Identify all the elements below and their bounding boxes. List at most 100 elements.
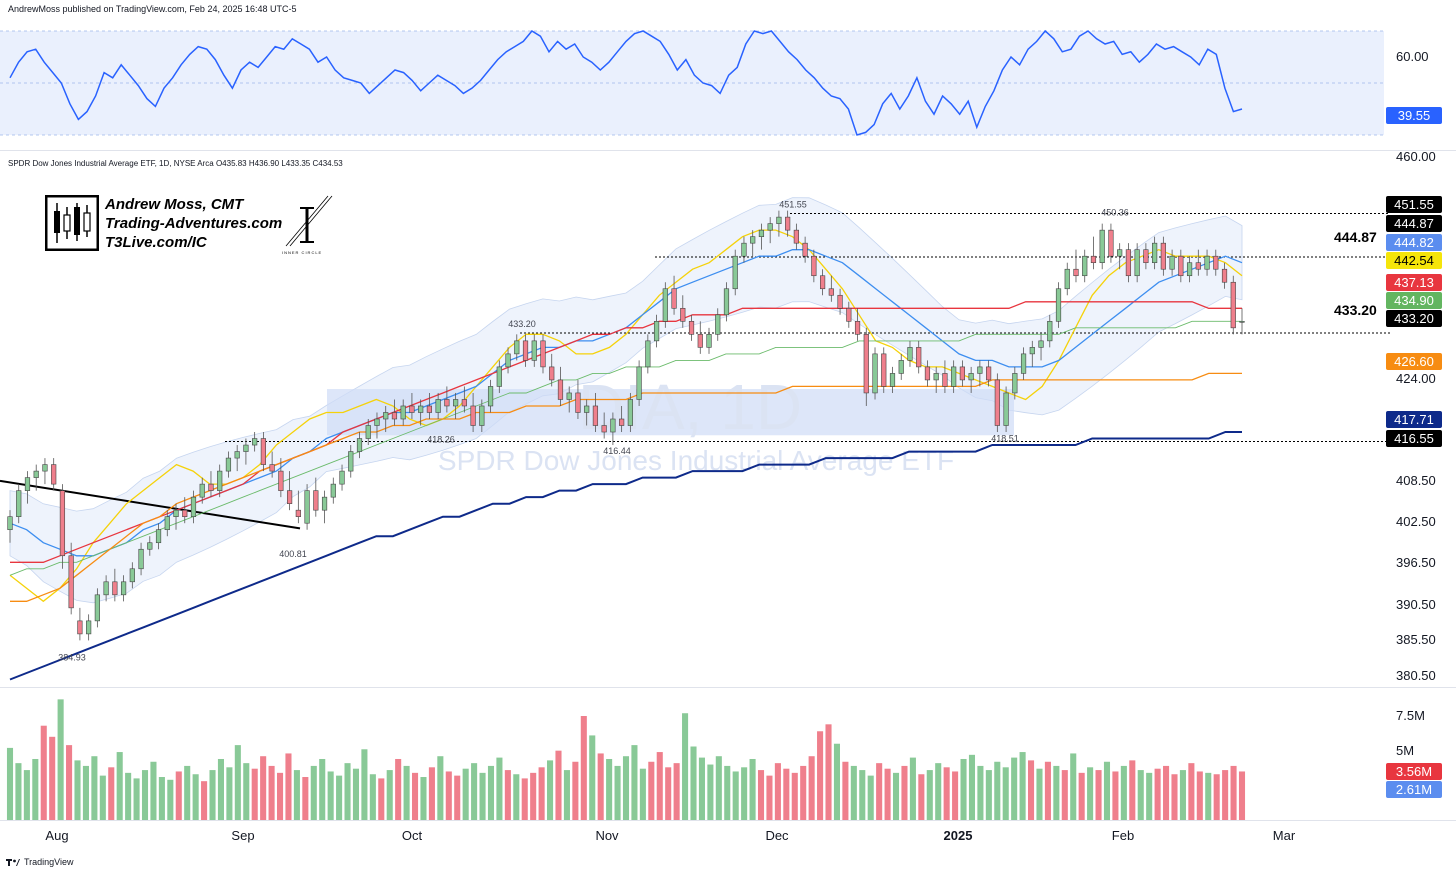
candle[interactable] bbox=[653, 314, 660, 348]
candle[interactable] bbox=[549, 353, 555, 387]
volume-bar[interactable] bbox=[960, 758, 967, 820]
candle[interactable] bbox=[243, 438, 249, 465]
volume-bar[interactable] bbox=[1188, 763, 1195, 820]
volume-bar[interactable] bbox=[1196, 771, 1203, 820]
volume-bar[interactable] bbox=[471, 763, 478, 820]
volume-bar[interactable] bbox=[783, 768, 790, 820]
volume-bar[interactable] bbox=[791, 772, 798, 820]
volume-bar[interactable] bbox=[614, 765, 621, 820]
candle[interactable] bbox=[182, 497, 188, 524]
candle[interactable] bbox=[313, 477, 319, 517]
candle[interactable] bbox=[487, 379, 494, 413]
volume-bar[interactable] bbox=[158, 777, 165, 820]
candle[interactable] bbox=[400, 399, 406, 426]
candle[interactable] bbox=[1117, 243, 1123, 270]
candle[interactable] bbox=[1178, 249, 1184, 283]
volume-bar[interactable] bbox=[580, 716, 587, 820]
candle[interactable] bbox=[592, 392, 599, 433]
trendline[interactable] bbox=[0, 479, 301, 530]
candle[interactable] bbox=[208, 471, 214, 498]
candle[interactable] bbox=[802, 236, 808, 263]
candle[interactable] bbox=[24, 471, 31, 504]
volume-bar[interactable] bbox=[108, 767, 115, 820]
candle[interactable] bbox=[916, 340, 922, 374]
volume-bar[interactable] bbox=[1061, 770, 1068, 820]
volume-bar[interactable] bbox=[243, 763, 250, 820]
candle[interactable] bbox=[252, 432, 258, 452]
candle[interactable] bbox=[287, 471, 293, 511]
candle[interactable] bbox=[1221, 262, 1228, 289]
volume-bar[interactable] bbox=[808, 756, 815, 820]
volume-bar[interactable] bbox=[268, 765, 275, 820]
candle[interactable] bbox=[383, 405, 389, 433]
volume-bar[interactable] bbox=[977, 765, 984, 820]
volume-bar[interactable] bbox=[513, 774, 520, 820]
volume-bar[interactable] bbox=[116, 752, 123, 820]
volume-bar[interactable] bbox=[1230, 765, 1237, 820]
candle[interactable] bbox=[1134, 243, 1140, 283]
candle[interactable] bbox=[435, 392, 441, 419]
candle[interactable] bbox=[697, 321, 703, 354]
candle[interactable] bbox=[1204, 249, 1210, 276]
candle[interactable] bbox=[715, 308, 721, 341]
candle[interactable] bbox=[234, 445, 240, 472]
candle[interactable] bbox=[1038, 334, 1044, 361]
candle[interactable] bbox=[837, 288, 843, 315]
volume-bar[interactable] bbox=[327, 771, 334, 820]
candle[interactable] bbox=[112, 568, 118, 602]
candle[interactable] bbox=[1082, 249, 1088, 283]
volume-bar[interactable] bbox=[1070, 753, 1077, 820]
volume-bar[interactable] bbox=[217, 758, 224, 820]
volume-bar[interactable] bbox=[462, 768, 469, 820]
candle[interactable] bbox=[514, 334, 520, 361]
volume-bar[interactable] bbox=[1112, 771, 1119, 820]
candle[interactable] bbox=[1239, 308, 1245, 335]
candle[interactable] bbox=[636, 360, 642, 406]
volume-bar[interactable] bbox=[639, 768, 646, 820]
candle[interactable] bbox=[1064, 262, 1070, 296]
volume-bar[interactable] bbox=[892, 772, 900, 820]
candle[interactable] bbox=[225, 451, 232, 478]
candle[interactable] bbox=[304, 484, 310, 530]
volume-bar[interactable] bbox=[209, 770, 216, 820]
volume-bar[interactable] bbox=[648, 761, 655, 820]
volume-bar[interactable] bbox=[1019, 752, 1026, 820]
volume-bar[interactable] bbox=[943, 767, 950, 820]
volume-bar[interactable] bbox=[884, 768, 891, 820]
volume-bar[interactable] bbox=[538, 767, 545, 820]
candle[interactable] bbox=[7, 510, 13, 543]
volume-bar[interactable] bbox=[757, 770, 765, 820]
candle[interactable] bbox=[610, 412, 616, 446]
volume-bar[interactable] bbox=[184, 765, 191, 820]
volume-bar[interactable] bbox=[403, 765, 410, 820]
volume-bar[interactable] bbox=[66, 745, 73, 820]
volume-bar[interactable] bbox=[1036, 768, 1043, 820]
candle[interactable] bbox=[671, 275, 677, 315]
volume-bar[interactable] bbox=[1213, 774, 1220, 820]
volume-bar[interactable] bbox=[412, 772, 419, 820]
candle[interactable] bbox=[680, 295, 686, 328]
volume-bar[interactable] bbox=[276, 772, 284, 820]
candle[interactable] bbox=[750, 230, 756, 257]
candle[interactable] bbox=[147, 536, 153, 556]
volume-bar[interactable] bbox=[707, 764, 714, 820]
support-zone[interactable] bbox=[327, 389, 1014, 436]
volume-bar[interactable] bbox=[99, 775, 106, 820]
volume-bar[interactable] bbox=[454, 775, 461, 820]
volume-bar[interactable] bbox=[487, 765, 495, 820]
volume-bar[interactable] bbox=[918, 774, 925, 820]
volume-bar[interactable] bbox=[1044, 761, 1051, 820]
candle[interactable] bbox=[444, 386, 450, 413]
candle[interactable] bbox=[584, 399, 590, 426]
volume-bar[interactable] bbox=[1078, 772, 1085, 820]
candle[interactable] bbox=[522, 334, 529, 367]
volume-bar[interactable] bbox=[15, 763, 22, 820]
candle[interactable] bbox=[426, 392, 433, 419]
candle[interactable] bbox=[881, 347, 887, 393]
volume-bar[interactable] bbox=[336, 775, 343, 820]
candle[interactable] bbox=[924, 360, 931, 387]
volume-bar[interactable] bbox=[656, 752, 663, 820]
volume-bar[interactable] bbox=[141, 770, 149, 820]
candle[interactable] bbox=[662, 282, 668, 328]
volume-bar[interactable] bbox=[201, 781, 208, 820]
